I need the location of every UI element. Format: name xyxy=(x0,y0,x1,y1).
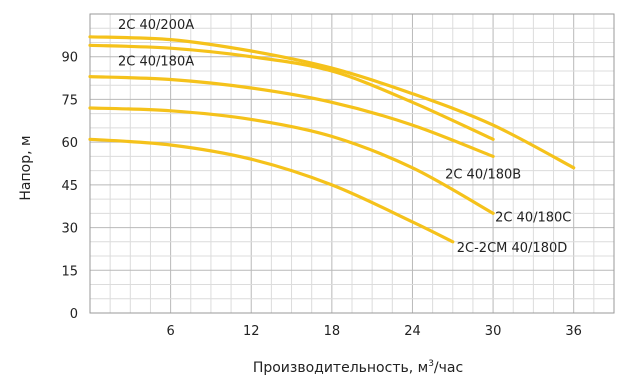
x-tick-label: 24 xyxy=(404,324,421,339)
x-tick-label: 30 xyxy=(485,324,502,339)
series-label-4: 2C 40/180C xyxy=(495,210,571,225)
plot-frame xyxy=(89,13,615,314)
x-axis-ticks: 6 12 18 24 30 36 xyxy=(166,324,581,339)
y-tick-label: 60 xyxy=(61,136,78,151)
x-tick-label: 12 xyxy=(243,324,260,339)
y-axis-ticks: 0 15 30 45 60 75 90 xyxy=(61,51,78,322)
y-tick-label: 75 xyxy=(61,93,78,108)
series-labels: 2C 40/200A 2C 40/180A 2C 40/180B 2C 40/180C… xyxy=(118,18,571,256)
y-axis-title: Напор, м xyxy=(18,135,34,200)
series-label-3: 2C 40/180B xyxy=(445,167,521,182)
x-tick-label: 36 xyxy=(565,324,582,339)
x-axis-title-main: Производительность, м xyxy=(253,360,428,376)
y-tick-label: 15 xyxy=(61,264,78,279)
x-tick-label: 6 xyxy=(166,324,174,339)
series-label-5: 2C-2CM 40/180D xyxy=(457,241,567,256)
series-label-1: 2C 40/200A xyxy=(118,18,194,33)
series-line-1 xyxy=(88,35,576,170)
plot-border xyxy=(89,13,615,314)
series-label-2: 2C 40/180A xyxy=(118,54,194,69)
series-line-4 xyxy=(88,106,495,215)
series-line-3 xyxy=(88,75,495,158)
series-line-5 xyxy=(88,137,455,244)
x-axis-title: Производительность, м3/час xyxy=(253,359,463,376)
x-axis-title-tail: /час xyxy=(434,360,463,376)
x-tick-label: 18 xyxy=(324,324,341,339)
y-tick-label: 90 xyxy=(61,51,78,66)
y-tick-label: 45 xyxy=(61,179,78,194)
series-line-2 xyxy=(88,43,495,141)
y-tick-label: 30 xyxy=(61,222,78,237)
x-axis-title-sup: 3 xyxy=(428,359,434,369)
series-group xyxy=(88,35,576,244)
y-tick-label: 0 xyxy=(70,307,78,322)
